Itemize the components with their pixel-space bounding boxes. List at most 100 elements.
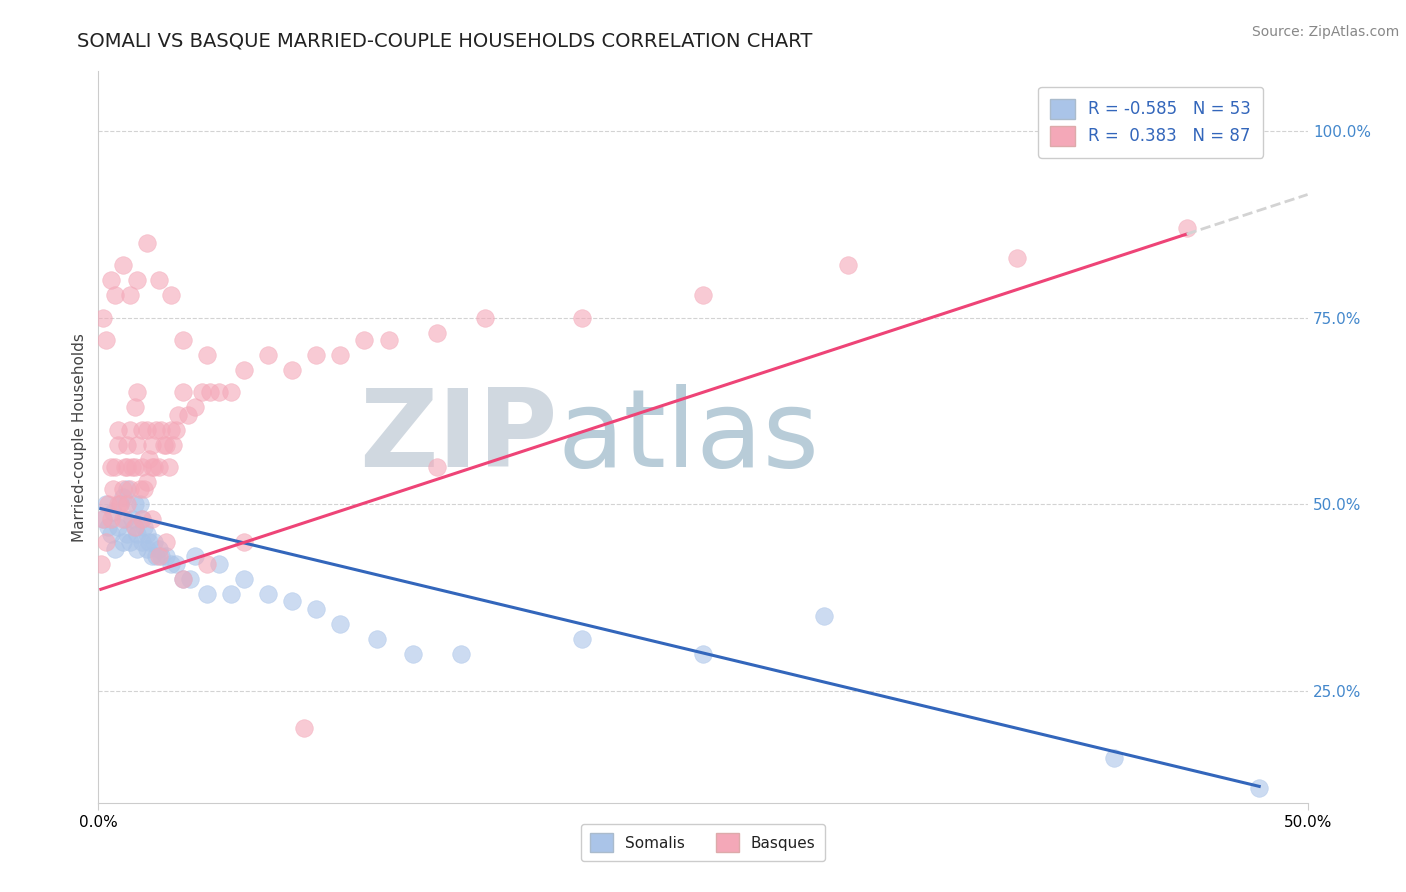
Point [128,483,150,497]
Point [134,483,156,497]
Point [97,519,120,533]
Point [141,512,163,526]
Point [117,497,139,511]
Point [117,459,139,474]
Point [366,632,388,646]
Point [131,512,153,526]
Point [145,423,167,437]
Point [377,333,399,347]
Point [167,408,190,422]
Point [124,401,146,415]
Point [107,437,129,451]
Point [118,534,141,549]
Point [160,423,183,437]
Point [124,519,146,533]
Point [127,385,149,400]
Point [1175,221,1198,235]
Point [124,497,146,511]
Point [143,534,166,549]
Point [118,288,141,302]
Point [177,408,200,422]
Point [148,542,170,557]
Point [172,572,194,586]
Point [232,572,254,586]
Point [94,333,117,347]
Point [141,459,163,474]
Point [692,647,714,661]
Point [571,632,593,646]
Point [281,594,304,608]
Point [117,527,139,541]
Point [256,348,278,362]
Point [100,512,122,526]
Point [232,363,254,377]
Point [101,505,124,519]
Point [329,348,352,362]
Point [143,459,166,474]
Point [111,534,134,549]
Point [474,310,496,325]
Point [152,437,174,451]
Point [121,512,143,526]
Point [100,273,122,287]
Point [208,557,231,571]
Point [111,483,134,497]
Point [329,616,352,631]
Point [184,401,207,415]
Point [426,459,449,474]
Point [104,288,127,302]
Point [111,512,134,526]
Point [94,497,117,511]
Point [117,483,139,497]
Point [114,459,136,474]
Text: Source: ZipAtlas.com: Source: ZipAtlas.com [1251,25,1399,39]
Point [135,423,157,437]
Point [100,527,122,541]
Point [131,459,153,474]
Point [118,423,141,437]
Point [402,647,425,661]
Point [111,259,134,273]
Point [94,534,117,549]
Point [195,348,218,362]
Point [97,497,120,511]
Point [184,549,207,564]
Point [91,512,114,526]
Point [138,452,160,467]
Legend: Somalis, Basques: Somalis, Basques [581,824,825,861]
Point [127,273,149,287]
Point [107,497,129,511]
Point [91,310,114,325]
Point [134,519,156,533]
Point [256,587,278,601]
Point [155,549,177,564]
Point [305,601,328,615]
Point [155,534,177,549]
Point [131,534,153,549]
Point [160,288,183,302]
Point [692,288,714,302]
Point [191,385,214,400]
Point [138,534,160,549]
Point [1102,751,1125,765]
Point [100,459,122,474]
Point [155,437,177,451]
Point [135,542,157,557]
Point [179,572,201,586]
Point [195,587,218,601]
Point [148,459,170,474]
Point [127,527,149,541]
Point [172,333,194,347]
Point [111,490,134,504]
Point [127,542,149,557]
Point [124,459,146,474]
Point [450,647,472,661]
Point [426,326,449,340]
Point [232,534,254,549]
Point [141,437,163,451]
Point [150,549,173,564]
Point [135,235,157,250]
Point [107,423,129,437]
Point [1007,251,1029,265]
Point [148,549,170,564]
